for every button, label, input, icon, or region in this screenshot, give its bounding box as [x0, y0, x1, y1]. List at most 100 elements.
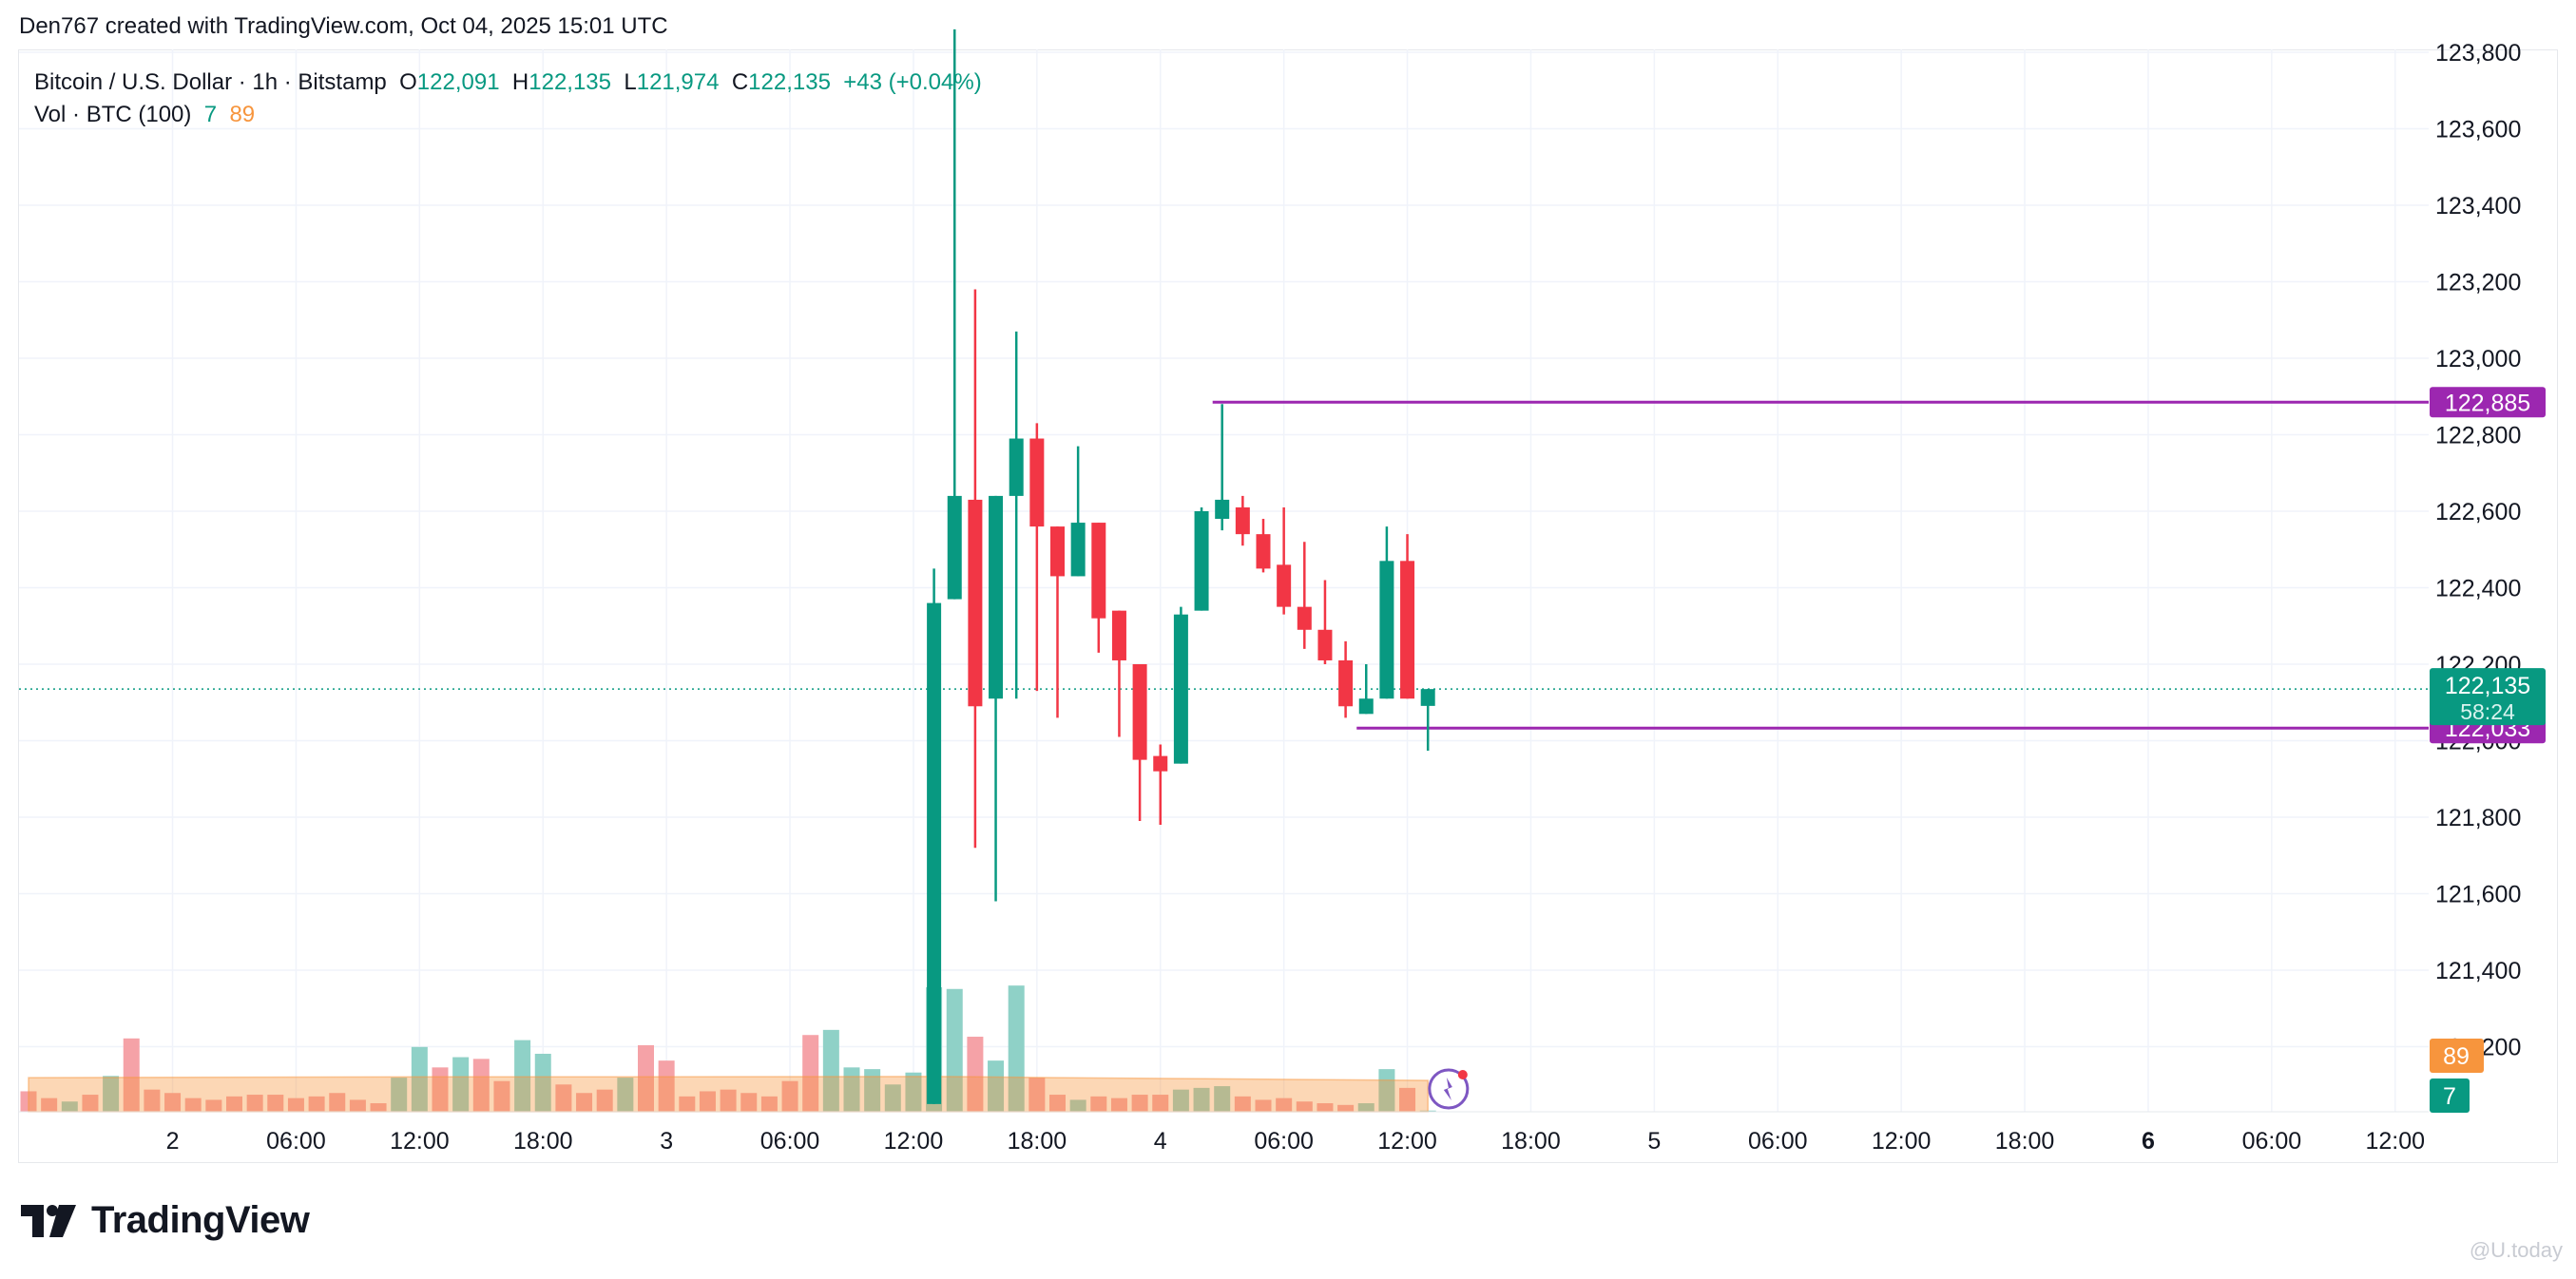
volume-bar: [123, 1038, 140, 1112]
price-tick-label: 123,800: [2435, 40, 2521, 67]
time-tick-label: 6: [2142, 1128, 2155, 1155]
volume-bar: [679, 1096, 696, 1112]
candle-body: [1029, 438, 1045, 527]
watermark: @U.today: [2469, 1238, 2563, 1262]
volume-bar: [493, 1080, 510, 1112]
volume-legend-row: Vol · BTC (100) 7 89: [34, 99, 982, 131]
candle-body: [1173, 614, 1188, 764]
price-tick-label: 121,800: [2435, 805, 2521, 831]
time-tick-label: 12:00: [1377, 1128, 1437, 1155]
price-tick-label: 122,800: [2435, 423, 2521, 449]
volume-bar: [472, 1059, 490, 1112]
volume-value: 7: [203, 102, 218, 127]
level-badge: [2430, 387, 2546, 418]
volume-bar: [720, 1089, 737, 1112]
tradingview-brand[interactable]: TradingView: [21, 1199, 310, 1242]
candle-body: [947, 495, 962, 600]
grid-lines: [19, 49, 2429, 1112]
volume-bar: [1049, 1095, 1066, 1112]
price-tick-label: 123,200: [2435, 270, 2521, 296]
level-badge-label: 122,885: [2445, 390, 2530, 416]
time-tick-label: 4: [1154, 1128, 1167, 1155]
time-tick-label: 06:00: [266, 1128, 326, 1155]
candle-body: [1091, 523, 1106, 619]
volume-ma-value: 89: [229, 102, 256, 127]
candle-body: [1420, 689, 1435, 706]
close-value: 122,135: [748, 69, 831, 95]
volume-bar: [699, 1091, 716, 1112]
volume-bar: [1172, 1089, 1189, 1112]
volume-bar: [884, 1084, 901, 1112]
time-tick-label: 2: [166, 1128, 180, 1155]
author-line: Den767 created with TradingView.com, Oct…: [19, 13, 668, 39]
candle-body: [1277, 564, 1292, 607]
volume-bar: [41, 1098, 58, 1112]
time-tick-label: 18:00: [1501, 1128, 1561, 1155]
candle-body: [1153, 755, 1168, 772]
volume-bar: [267, 1095, 284, 1112]
volume-bar: [287, 1098, 304, 1112]
time-tick-label: 18:00: [1995, 1128, 2055, 1155]
volume-bar: [617, 1078, 634, 1112]
volume-bar: [1214, 1086, 1231, 1112]
volume-label[interactable]: Vol · BTC (100): [34, 102, 192, 127]
candle-body: [1358, 698, 1374, 715]
volume-bar: [432, 1067, 449, 1112]
volume-ma-area: [28, 1076, 1429, 1113]
volume-bar: [391, 1078, 408, 1112]
candle-body: [1050, 526, 1065, 577]
volume-bar: [658, 1060, 675, 1112]
volume-bar: [534, 1053, 551, 1112]
time-tick-label: 3: [660, 1128, 673, 1155]
last-price-badge: [2430, 668, 2546, 726]
candle-body: [968, 499, 983, 707]
volume-bar: [329, 1093, 346, 1112]
candle-body: [1297, 606, 1312, 630]
volume-bar: [555, 1084, 572, 1112]
price-tick-label: 122,600: [2435, 499, 2521, 525]
volume-bar: [452, 1057, 470, 1112]
close-label: C: [731, 69, 749, 95]
volume-bar: [905, 1072, 922, 1112]
symbol-name[interactable]: Bitcoin / U.S. Dollar · 1h · Bitstamp: [34, 69, 387, 95]
volume-bar: [596, 1089, 613, 1112]
volume-bar: [82, 1095, 99, 1112]
volume-bar: [1008, 985, 1025, 1112]
volume-bar: [1234, 1096, 1251, 1112]
brand-wordmark: TradingView: [91, 1199, 310, 1241]
low-label: L: [624, 69, 637, 95]
volume-bar: [988, 1060, 1005, 1112]
sparkle-assistant-icon[interactable]: [1428, 1068, 1470, 1110]
volume-bar: [103, 1076, 120, 1112]
volume-bar: [144, 1089, 161, 1112]
candlesticks: [927, 29, 1435, 1104]
change-value: +43 (+0.04%): [843, 69, 982, 95]
volume-bar: [1028, 1078, 1046, 1112]
high-value: 122,135: [529, 69, 612, 95]
price-tick-label: 121,400: [2435, 958, 2521, 984]
volume-bar: [1399, 1087, 1416, 1112]
volume-bar: [843, 1067, 860, 1112]
chart-frame: [18, 49, 2558, 1163]
tradingview-logo-icon: [21, 1204, 76, 1237]
volume-bar: [781, 1080, 798, 1112]
price-scale: 121,200121,400121,600121,800122,000122,2…: [2435, 40, 2521, 1061]
volume-bar: [740, 1093, 758, 1112]
candle-body: [1379, 561, 1394, 699]
open-label: O: [399, 69, 417, 95]
candle-body: [1256, 534, 1271, 569]
price-tick-label: 121,600: [2435, 882, 2521, 908]
volume-bar: [1069, 1099, 1086, 1112]
symbol-legend-row: Bitcoin / U.S. Dollar · 1h · Bitstamp O 1…: [34, 67, 982, 99]
candle-body: [1338, 659, 1354, 707]
time-tick-label: 12:00: [2365, 1128, 2425, 1155]
volume-bar: [1152, 1095, 1169, 1112]
candle-body: [927, 602, 942, 1104]
volume-bar: [864, 1069, 881, 1112]
volume-ma-badge: [2430, 1039, 2484, 1073]
volume-bar: [184, 1098, 202, 1112]
volume-bar: [514, 1040, 531, 1112]
volume-bar: [411, 1046, 428, 1112]
